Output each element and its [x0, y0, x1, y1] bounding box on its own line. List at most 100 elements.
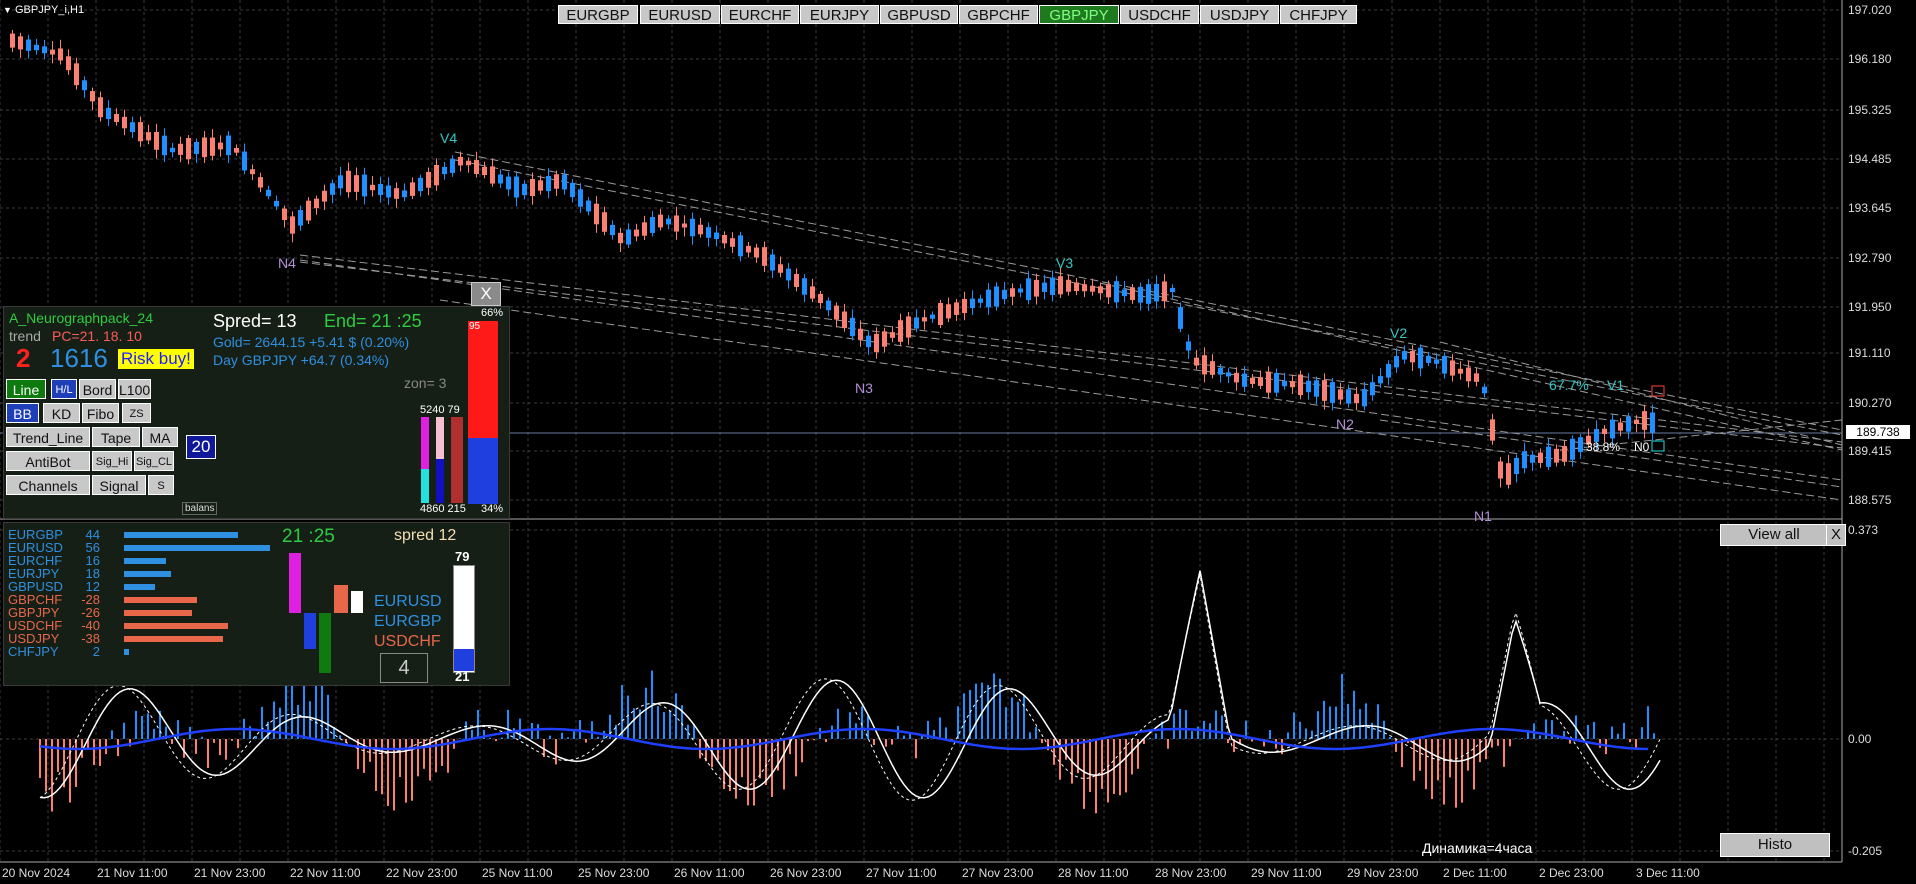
candle: [1466, 367, 1471, 382]
candle: [1338, 389, 1343, 400]
symbol-tab-eurusd[interactable]: EURUSD: [640, 5, 720, 24]
candle: [1002, 289, 1007, 300]
candle: [154, 131, 159, 150]
panel-button-channels[interactable]: Channels: [6, 475, 90, 495]
symbol-tab-gbpusd[interactable]: GBPUSD: [880, 5, 958, 24]
counter-box[interactable]: 20: [186, 435, 216, 459]
histo-button[interactable]: Histo: [1720, 833, 1830, 857]
pair-count-box: 4: [380, 653, 428, 683]
panel-button-l100[interactable]: L100: [118, 379, 151, 399]
candle: [770, 254, 775, 271]
candle: [130, 122, 135, 133]
trend-count-blue: 1616: [50, 343, 108, 373]
panel-button-bb[interactable]: BB: [6, 403, 39, 423]
time-tick: 3 Dec 11:00: [1636, 866, 1700, 880]
candle: [410, 182, 415, 196]
candle: [1298, 374, 1303, 396]
panel-button-trend-line[interactable]: Trend_Line: [6, 427, 90, 447]
candle: [1642, 411, 1647, 430]
strength-bar-green: [319, 613, 331, 673]
price-tick: 193.645: [1848, 201, 1892, 215]
candle: [98, 97, 103, 118]
time-tick: 22 Nov 23:00: [386, 866, 458, 880]
symbol-tab-usdchf[interactable]: USDCHF: [1120, 5, 1199, 24]
candle: [1482, 386, 1487, 394]
wave-label-n0: N0: [1634, 440, 1650, 454]
candle: [594, 203, 599, 225]
candle: [834, 305, 839, 320]
price-tick: 192.790: [1848, 251, 1892, 265]
candle: [42, 46, 47, 54]
candle: [1418, 347, 1423, 369]
symbol-tab-eurchf[interactable]: EURCHF: [721, 5, 799, 24]
oscillator-close-button[interactable]: X: [1826, 524, 1846, 546]
price-tick: 189.415: [1848, 444, 1892, 458]
candle: [602, 212, 607, 232]
candle: [570, 182, 575, 198]
candle: [698, 224, 703, 235]
symbol-tab-chfjpy[interactable]: CHFJPY: [1280, 5, 1357, 24]
candle: [842, 311, 847, 329]
candle: [1194, 357, 1199, 366]
symbol-tab-gbpjpy[interactable]: GBPJPY: [1039, 5, 1119, 24]
panel-button-sig-cl[interactable]: Sig_CL: [134, 451, 174, 471]
candle: [1378, 376, 1383, 384]
trend-line: [439, 299, 1843, 501]
panel-button-fibo[interactable]: Fibo: [82, 403, 119, 423]
panel-button-antibot[interactable]: AntiBot: [6, 451, 90, 471]
trend-line: [454, 159, 1843, 436]
panel-button-h-l[interactable]: H/L: [51, 379, 77, 399]
candle: [946, 304, 951, 319]
candle: [738, 235, 743, 257]
panel-button-s[interactable]: S: [148, 475, 174, 495]
day-change: Day GBPJPY +64.7 (0.34%): [213, 352, 389, 368]
time-tick: 26 Nov 11:00: [674, 866, 745, 880]
trend-line: [1439, 341, 1843, 446]
time-tick: 28 Nov 11:00: [1058, 866, 1129, 880]
time-tick: 27 Nov 23:00: [962, 866, 1034, 880]
candle: [810, 286, 815, 299]
pair-value: 16: [85, 553, 100, 568]
symbol-tab-eurgbp[interactable]: EURGBP: [558, 5, 638, 24]
time-tick: 29 Nov 23:00: [1347, 866, 1419, 880]
symbol-tab-gbpchf[interactable]: GBPCHF: [959, 5, 1038, 24]
candle: [1074, 282, 1079, 292]
candle: [786, 268, 791, 281]
trend-count-red: 2: [16, 343, 31, 373]
candle: [1114, 281, 1119, 303]
candle: [1514, 457, 1519, 475]
candle: [482, 166, 487, 176]
balans-button[interactable]: balans: [182, 502, 218, 515]
panel-close-button[interactable]: X: [471, 282, 501, 306]
mini-bar-cyan: [421, 469, 429, 503]
candle: [1234, 372, 1239, 383]
panel-button-zs[interactable]: ZS: [122, 403, 151, 423]
candle: [1314, 380, 1319, 397]
panel-button-bord[interactable]: Bord: [79, 379, 116, 399]
candle: [1634, 419, 1639, 424]
candle: [890, 332, 895, 338]
view-all-button[interactable]: View all: [1720, 524, 1828, 546]
candle: [1506, 463, 1511, 485]
candle: [538, 180, 543, 191]
panel-button-signal[interactable]: Signal: [92, 475, 146, 495]
candle: [50, 49, 55, 55]
pair-value: -26: [81, 605, 100, 620]
candle: [1066, 279, 1071, 292]
symbol-tab-usdjpy[interactable]: USDJPY: [1200, 5, 1279, 24]
panel-button-ma[interactable]: MA: [142, 427, 178, 447]
candle: [994, 286, 999, 307]
candle: [114, 113, 119, 123]
panel-button-kd[interactable]: KD: [43, 403, 80, 423]
panel-button-line[interactable]: Line: [6, 379, 46, 399]
strength-bar-blue: [304, 613, 316, 649]
candle: [930, 314, 935, 319]
pair-value: -40: [81, 618, 100, 633]
panel-button-sig-hi[interactable]: Sig_Hi: [92, 451, 132, 471]
window-menu-icon[interactable]: ▼: [3, 5, 12, 15]
osc-main-line: [39, 570, 1661, 799]
candle: [1154, 283, 1159, 302]
candle: [954, 302, 959, 315]
panel-button-tape[interactable]: Tape: [92, 427, 140, 447]
symbol-tab-eurjpy[interactable]: EURJPY: [800, 5, 879, 24]
